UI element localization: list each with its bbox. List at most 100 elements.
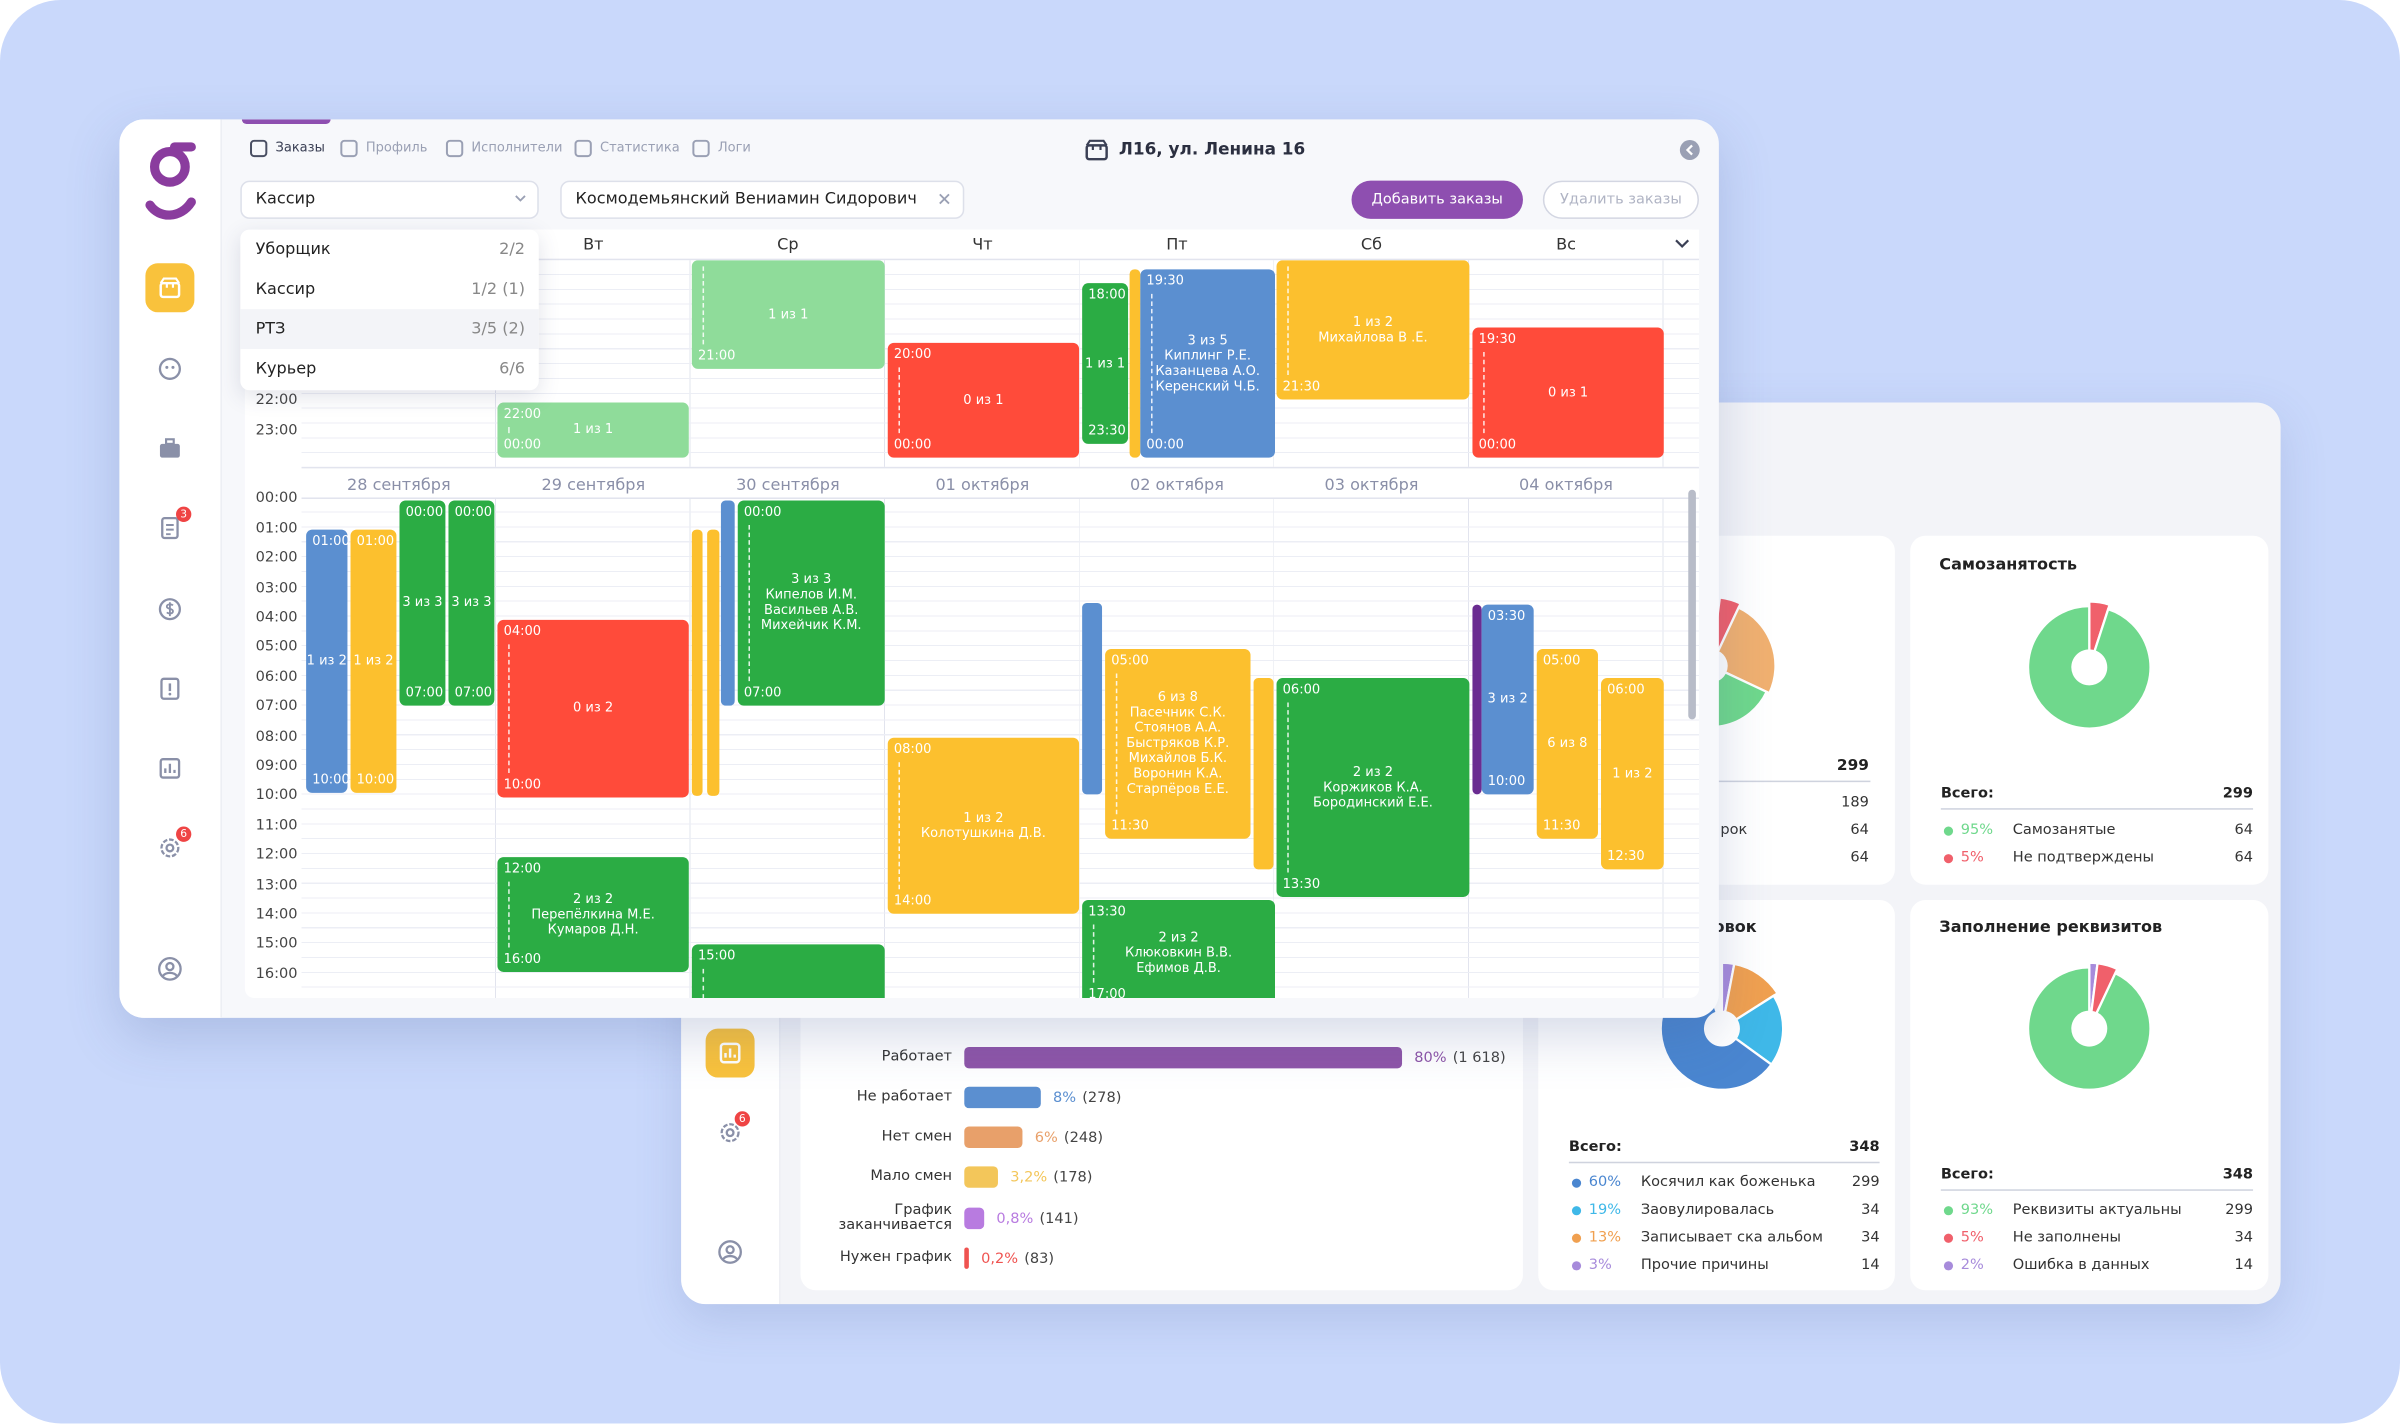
- shift[interactable]: 08:00 14:00 1 из 2 Колотушкина Д.В.: [887, 737, 1080, 914]
- shift[interactable]: 05:00 11:30 6 из 8: [1536, 648, 1598, 839]
- nav-icon[interactable]: [158, 516, 182, 540]
- shift-name: Коржиков К.А.: [1323, 779, 1423, 796]
- dropdown-status[interactable]: 3/5 (2): [471, 319, 525, 338]
- shift-end: 00:00: [1478, 437, 1517, 454]
- shift[interactable]: 01:00 10:00 1 из 2: [306, 529, 350, 793]
- tab[interactable]: Заказы: [275, 140, 325, 156]
- weekday: Сб: [1360, 235, 1383, 254]
- dashed-line: [898, 367, 900, 434]
- shift[interactable]: 18:00 23:30 1 из 1: [1082, 283, 1129, 444]
- shift-end: 00:00: [1146, 437, 1184, 454]
- nav-orders[interactable]: [145, 263, 195, 313]
- legend-dot: [1571, 1233, 1582, 1243]
- person-input[interactable]: [560, 180, 965, 219]
- nav-icon[interactable]: [158, 957, 182, 981]
- dropdown-name[interactable]: Уборщик: [255, 239, 331, 259]
- dropdown-status[interactable]: 6/6: [499, 359, 525, 378]
- icon: [719, 1042, 741, 1064]
- shift-name: Васильев А.В.: [764, 603, 859, 619]
- shift[interactable]: 20:00 00:00 0 из 1: [887, 342, 1080, 458]
- bar-count: (1 618): [1452, 1049, 1506, 1067]
- shift-start: 22:00: [503, 407, 542, 423]
- dropdown-item[interactable]: Курьер 6/6: [240, 349, 538, 389]
- shift-strip[interactable]: [1472, 604, 1482, 795]
- collapse: [1675, 239, 1690, 248]
- bar-label: Не работает: [807, 1079, 952, 1116]
- dropdown-item[interactable]: РТЗ 3/5 (2): [240, 309, 539, 349]
- row-value: 64: [1850, 849, 1869, 867]
- shift-name: Михайлова В .Е.: [1318, 329, 1428, 346]
- dropdown-name[interactable]: Курьер: [255, 359, 317, 378]
- shift-end: 10:00: [1487, 774, 1526, 790]
- legend-value: 299: [1851, 1174, 1880, 1192]
- nav-icon[interactable]: [158, 756, 182, 780]
- shift[interactable]: 00:00 07:00 3 из 3: [399, 500, 446, 706]
- shift[interactable]: 03:30 10:00 3 из 2: [1481, 604, 1534, 795]
- dropdown-item[interactable]: Уборщик 2/2: [240, 230, 538, 270]
- nav-icon[interactable]: [158, 436, 182, 460]
- shift-strip[interactable]: [691, 529, 703, 796]
- shift[interactable]: 04:00 10:00 0 из 2: [497, 619, 689, 798]
- dropdown-name[interactable]: Кассир: [255, 279, 316, 298]
- bar-value: 0,2% (83): [981, 1247, 1054, 1268]
- shift-body: 1 из 2 Михайлова В .Е.: [1277, 260, 1470, 399]
- shift-body: 3 из 2: [1482, 605, 1534, 795]
- shift[interactable]: 21:30 1 из 2 Михайлова В .Е.: [1276, 260, 1470, 400]
- tab[interactable]: Статистика: [599, 140, 680, 156]
- stat-card: Самозанятость Всего: 299 95% Самозанятые 64 5%…: [1910, 535, 2269, 885]
- shift[interactable]: 19:30 00:00 3 из 5 Киплинг Р.Е. Казанцева А.…: [1140, 269, 1275, 458]
- shift[interactable]: 15:00: [691, 944, 885, 998]
- tab[interactable]: Профиль: [365, 140, 428, 156]
- shift-strip[interactable]: [1253, 678, 1274, 870]
- shift-strip[interactable]: [720, 500, 735, 706]
- hour: 14:00: [255, 905, 298, 923]
- add-button-text[interactable]: Добавить заказы: [1371, 191, 1503, 208]
- nav-icon[interactable]: [158, 836, 182, 860]
- dropdown-item[interactable]: Кассир 1/2 (1): [240, 269, 538, 309]
- nav-icon[interactable]: [158, 677, 182, 701]
- shift[interactable]: 00:00 07:00 3 из 3: [448, 500, 495, 706]
- delete-button[interactable]: [1542, 180, 1699, 219]
- shift-start: 06:00: [1607, 682, 1645, 698]
- dropdown-status[interactable]: 1/2 (1): [471, 279, 525, 298]
- hour: 12:00: [255, 846, 298, 864]
- shift-body: 2 из 2 Коржиков К.А. Бородинский Е.Е.: [1277, 678, 1470, 897]
- shift-end: 11:30: [1542, 818, 1581, 835]
- dropdown-name[interactable]: РТЗ: [255, 319, 286, 338]
- shift[interactable]: 19:30 00:00 0 из 1: [1472, 327, 1664, 458]
- pie-slice: [1733, 994, 1785, 1067]
- role-select[interactable]: [240, 180, 539, 219]
- dropdown-status[interactable]: 2/2: [499, 239, 525, 259]
- icon: [159, 277, 181, 299]
- tab[interactable]: Логи: [717, 140, 751, 156]
- shift-label: 1 из 1: [1084, 355, 1126, 372]
- shift[interactable]: 05:00 11:30 6 из 8 Пасечник С.К. Стоянов А.А…: [1105, 648, 1251, 839]
- nav-icon[interactable]: [158, 597, 182, 621]
- shift[interactable]: 21:00 1 из 1: [691, 260, 885, 369]
- shift[interactable]: 12:00 16:00 2 из 2 Перепёлкина М.Е. Кумаров …: [497, 857, 689, 972]
- shift[interactable]: 01:00 10:00 1 из 2: [350, 529, 397, 793]
- shift[interactable]: 13:30 17:00 2 из 2 Клюковкин В.В. Ефимов Д.В…: [1082, 899, 1275, 998]
- legend-pct: 5%: [1960, 1229, 1984, 1247]
- shift[interactable]: 06:00 12:30 1 из 2: [1601, 678, 1664, 870]
- add-button[interactable]: [1351, 180, 1523, 219]
- dashed-line: [748, 524, 750, 682]
- shift-strip[interactable]: [1129, 269, 1141, 458]
- shift-strip[interactable]: [1082, 603, 1103, 795]
- shift[interactable]: 06:00 13:30 2 из 2 Коржиков К.А. Бородинский…: [1276, 678, 1470, 897]
- back-button[interactable]: [1679, 139, 1700, 160]
- pie-slice: [2026, 604, 2152, 730]
- location-icon: [1085, 139, 1108, 161]
- delete-button-text[interactable]: Удалить заказы: [1560, 191, 1682, 208]
- shift-name: Казанцева А.О.: [1155, 363, 1260, 379]
- legend-label: Прочие причины: [1640, 1257, 1769, 1274]
- shift[interactable]: 00:00 07:00 3 из 3 Кипелов И.М. Васильев А.В…: [737, 500, 885, 706]
- tab[interactable]: Исполнители: [471, 140, 563, 156]
- shift[interactable]: 22:00 00:00 1 из 1: [497, 402, 689, 458]
- nav-icon[interactable]: [158, 357, 182, 381]
- dashed-line: [508, 881, 510, 948]
- hour: 03:00: [255, 579, 298, 597]
- date: 02 октября: [1129, 475, 1224, 494]
- shift-strip[interactable]: [707, 529, 720, 796]
- hour: 07:00: [255, 698, 298, 715]
